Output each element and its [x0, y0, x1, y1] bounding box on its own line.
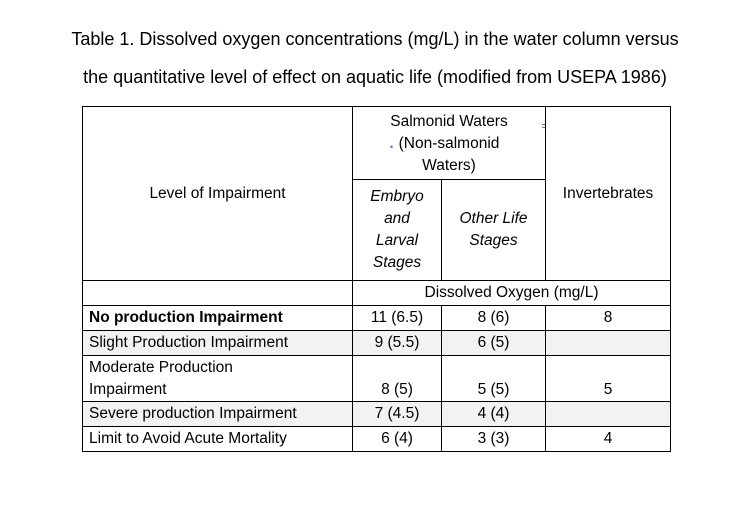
- header-row-1: Level of Impairment Salmonid Waters (Non…: [82, 106, 672, 281]
- header-row-2: Embryo and Larval Stages Other Life Stag…: [83, 179, 671, 281]
- cell-embryo: 9 (5.5): [352, 330, 442, 356]
- header-embryo-larval: Embryo and Larval Stages: [352, 179, 442, 281]
- cell-other: 4 (4): [440, 401, 547, 427]
- table-caption-line-2: the quantitative level of effect on aqua…: [83, 67, 667, 87]
- dissolved-oxygen-table: Level of Impairment Salmonid Waters (Non…: [82, 106, 672, 452]
- row-label: No production Impairment: [82, 305, 353, 331]
- cell-invertebrates: 8: [545, 305, 672, 331]
- cell-embryo: 8 (5): [352, 355, 442, 402]
- embryo-line-4: Stages: [372, 254, 422, 271]
- cell-other: 3 (3): [440, 426, 547, 452]
- cell-other: 5 (5): [440, 355, 547, 402]
- edit-dot-icon: •: [390, 142, 394, 152]
- header-dissolved-oxygen: Dissolved Oxygen (mg/L): [351, 280, 672, 306]
- cell-invertebrates: [545, 330, 672, 356]
- header-level-of-impairment: Level of Impairment: [82, 106, 353, 281]
- invertebrates-label: Invertebrates: [562, 184, 654, 202]
- row-label: Limit to Avoid Acute Mortality: [82, 426, 353, 452]
- edit-marker-icon: =: [541, 119, 544, 132]
- cell-invertebrates: 5: [545, 355, 672, 402]
- row-label: Severe production Impairment: [82, 401, 353, 427]
- row-label-line-2: Impairment: [89, 380, 167, 398]
- cell-invertebrates: 4: [545, 426, 672, 452]
- other-line-1: Other Life: [459, 210, 528, 227]
- cell-other: 6 (5): [440, 330, 547, 356]
- header-level-label: Level of Impairment: [149, 184, 286, 202]
- cell-embryo: 7 (4.5): [352, 401, 442, 427]
- table-caption-line-1: Table 1. Dissolved oxygen concentrations…: [71, 29, 679, 49]
- header-invertebrates: Invertebrates: [545, 106, 672, 281]
- table-row: Severe production Impairment 7 (4.5) 4 (…: [82, 401, 672, 427]
- embryo-line-1: Embryo: [370, 188, 424, 205]
- salmonid-line-1: Salmonid Waters: [390, 113, 508, 130]
- row-label: Slight Production Impairment: [82, 330, 353, 356]
- embryo-line-2: and: [384, 210, 410, 227]
- salmonid-line-3: Waters): [422, 157, 476, 174]
- header-other-life-stages: Other Life Stages: [440, 179, 547, 281]
- row-label: Moderate Production Impairment: [82, 355, 353, 402]
- row-label-line-1: Moderate Production: [89, 358, 233, 376]
- header-empty-cell: [82, 280, 353, 306]
- cell-embryo: 11 (6.5): [352, 305, 442, 331]
- header-salmonid-waters: Salmonid Waters (Non-salmonid Waters) = …: [351, 106, 547, 180]
- header-row-3: Dissolved Oxygen (mg/L): [82, 280, 672, 306]
- dissolved-oxygen-label: Dissolved Oxygen (mg/L): [424, 284, 599, 301]
- other-line-2: Stages: [469, 232, 518, 249]
- table-row: Slight Production Impairment 9 (5.5) 6 (…: [82, 330, 672, 356]
- cell-invertebrates: [545, 401, 672, 427]
- cell-other: 8 (6): [440, 305, 547, 331]
- table-row: No production Impairment 11 (6.5) 8 (6) …: [82, 305, 672, 331]
- salmonid-line-2: (Non-salmonid: [398, 135, 500, 152]
- table-row: Limit to Avoid Acute Mortality 6 (4) 3 (…: [82, 426, 672, 452]
- cell-embryo: 6 (4): [352, 426, 442, 452]
- table-row: Moderate Production Impairment 8 (5) 5 (…: [82, 355, 672, 402]
- embryo-line-3: Larval: [375, 232, 419, 249]
